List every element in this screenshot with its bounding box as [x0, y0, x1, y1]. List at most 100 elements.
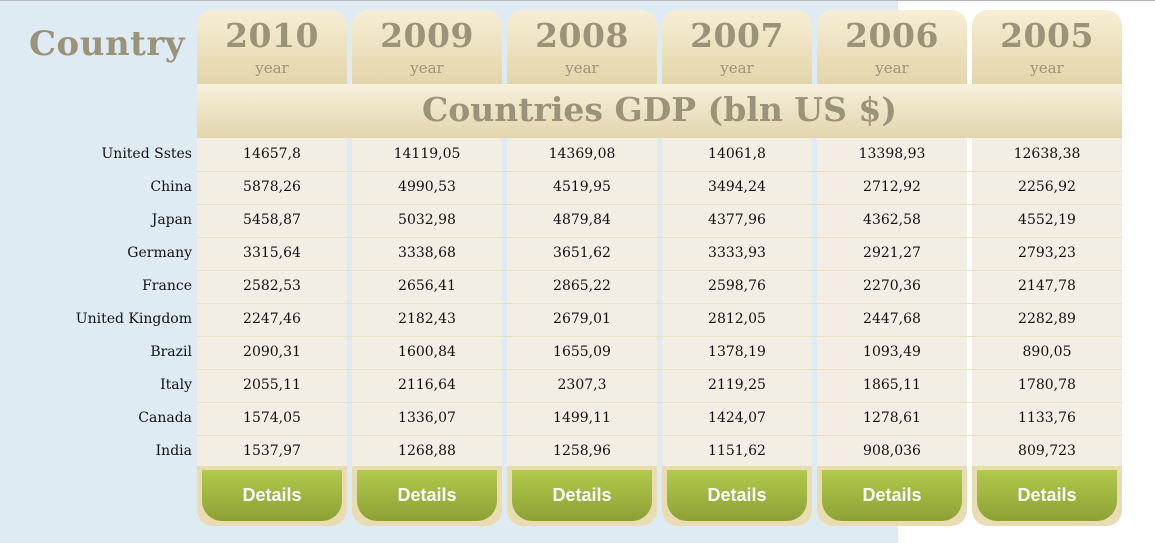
gdp-value-cell: 1780,78 [1018, 377, 1076, 393]
row-divider [197, 435, 1122, 436]
gdp-value-cell: 1093,49 [863, 344, 921, 360]
country-name: Japan [151, 212, 192, 228]
column-year-caption: year [1030, 59, 1064, 77]
gdp-value-cell: 1133,76 [1018, 410, 1076, 426]
gdp-value-cell: 2090,31 [243, 344, 301, 360]
table-title-band: Countries GDP (bln US $) [197, 84, 1122, 138]
country-name: United Sstes [101, 146, 193, 162]
gdp-value-cell: 3494,24 [708, 179, 766, 195]
column-year: 2006 [845, 16, 939, 55]
row-divider [197, 303, 1122, 304]
column-year: 2008 [535, 16, 629, 55]
gdp-value-cell: 2712,92 [863, 179, 921, 195]
table-title: Countries GDP (bln US $) [422, 90, 897, 129]
column-year: 2005 [1000, 16, 1094, 55]
gdp-value-cell: 2307,3 [557, 377, 607, 393]
details-button-2005[interactable]: Details [977, 470, 1117, 521]
gdp-value-cell: 2598,76 [708, 278, 766, 294]
gdp-value-cell: 14657,8 [243, 146, 301, 162]
gdp-value-cell: 5032,98 [398, 212, 456, 228]
gdp-value-cell: 4377,96 [708, 212, 766, 228]
row-divider [197, 237, 1122, 238]
column-year-caption: year [410, 59, 444, 77]
country-name: India [155, 443, 192, 459]
column-header: 2005 year [972, 10, 1122, 84]
gdp-value-cell: 908,036 [863, 443, 921, 459]
gdp-value-cell: 4990,53 [398, 179, 456, 195]
column-header: 2010 year [197, 10, 347, 84]
gdp-value-cell: 2793,23 [1018, 245, 1076, 261]
gdp-value-cell: 1655,09 [553, 344, 611, 360]
country-name: United Kingdom [75, 311, 192, 327]
gdp-value-cell: 2921,27 [863, 245, 921, 261]
gdp-value-cell: 1424,07 [708, 410, 766, 426]
column-footer: Details [662, 466, 812, 526]
gdp-value-cell: 4552,19 [1018, 212, 1076, 228]
gdp-value-cell: 2812,05 [708, 311, 766, 327]
gdp-value-cell: 1151,62 [708, 443, 766, 459]
column-footer: Details [972, 466, 1122, 526]
gdp-value-cell: 2447,68 [863, 311, 921, 327]
column-year: 2007 [690, 16, 784, 55]
gdp-value-cell: 2582,53 [243, 278, 301, 294]
column-footer: Details [197, 466, 347, 526]
gdp-value-cell: 809,723 [1018, 443, 1076, 459]
country-name: Canada [138, 410, 192, 426]
gdp-value-cell: 2182,43 [398, 311, 456, 327]
gdp-value-cell: 14061,8 [708, 146, 766, 162]
row-divider [197, 204, 1122, 205]
row-divider [197, 171, 1122, 172]
details-button-2006[interactable]: Details [822, 470, 962, 521]
details-button-2007[interactable]: Details [667, 470, 807, 521]
country-name: France [142, 278, 192, 294]
column-footer: Details [352, 466, 502, 526]
gdp-value-cell: 1336,07 [398, 410, 456, 426]
country-name: Brazil [150, 344, 192, 360]
column-year-caption: year [720, 59, 754, 77]
column-year-caption: year [875, 59, 909, 77]
gdp-value-cell: 2865,22 [553, 278, 611, 294]
gdp-value-cell: 1537,97 [243, 443, 301, 459]
column-year-caption: year [255, 59, 289, 77]
gdp-value-cell: 3315,64 [243, 245, 301, 261]
column-header: 2009 year [352, 10, 502, 84]
country-column-header: Country [29, 24, 186, 64]
gdp-value-cell: 5458,87 [243, 212, 301, 228]
gdp-value-cell: 1499,11 [553, 410, 611, 426]
gdp-value-cell: 2282,89 [1018, 311, 1076, 327]
row-divider [197, 270, 1122, 271]
gdp-value-cell: 2055,11 [243, 377, 301, 393]
gdp-value-cell: 2119,25 [708, 377, 766, 393]
country-name: Germany [127, 245, 192, 261]
gdp-value-cell: 2656,41 [398, 278, 456, 294]
gdp-value-cell: 14369,08 [548, 146, 616, 162]
column-year: 2009 [380, 16, 474, 55]
gdp-value-cell: 2256,92 [1018, 179, 1076, 195]
details-button-2010[interactable]: Details [202, 470, 342, 521]
column-footer: Details [817, 466, 967, 526]
gdp-value-cell: 2116,64 [398, 377, 456, 393]
gdp-value-cell: 3338,68 [398, 245, 456, 261]
column-header: 2007 year [662, 10, 812, 84]
gdp-value-cell: 1600,84 [398, 344, 456, 360]
top-border [0, 0, 1155, 1]
column-year: 2010 [225, 16, 319, 55]
column-year-caption: year [565, 59, 599, 77]
gdp-value-cell: 1865,11 [863, 377, 921, 393]
details-button-2009[interactable]: Details [357, 470, 497, 521]
gdp-value-cell: 2270,36 [863, 278, 921, 294]
details-button-2008[interactable]: Details [512, 470, 652, 521]
row-divider [197, 402, 1122, 403]
gdp-value-cell: 1268,88 [398, 443, 456, 459]
gdp-value-cell: 2147,78 [1018, 278, 1076, 294]
gdp-value-cell: 1258,96 [553, 443, 611, 459]
row-divider [197, 369, 1122, 370]
gdp-value-cell: 2679,01 [553, 311, 611, 327]
gdp-value-cell: 13398,93 [858, 146, 926, 162]
gdp-value-cell: 5878,26 [243, 179, 301, 195]
gdp-value-cell: 1574,05 [243, 410, 301, 426]
country-name: China [150, 179, 192, 195]
gdp-value-cell: 2247,46 [243, 311, 301, 327]
gdp-value-cell: 4519,95 [553, 179, 611, 195]
gdp-value-cell: 1378,19 [708, 344, 766, 360]
